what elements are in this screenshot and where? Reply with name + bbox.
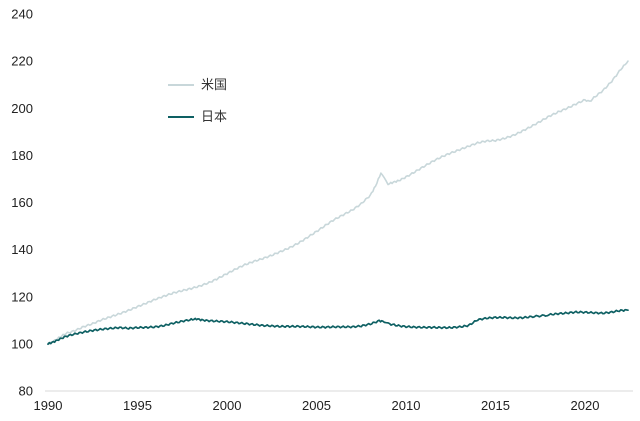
- x-tick-label: 2000: [213, 398, 242, 413]
- legend-item-us: 米国: [168, 76, 227, 94]
- x-tick-label: 2020: [571, 398, 600, 413]
- legend-label-us: 米国: [201, 77, 228, 92]
- y-tick-label: 180: [11, 148, 33, 163]
- chart-legend: 米国 日本: [168, 76, 227, 126]
- x-tick-label: 2005: [302, 398, 331, 413]
- x-tick-label: 2015: [481, 398, 510, 413]
- y-tick-label: 240: [11, 7, 33, 22]
- y-tick-label: 80: [19, 384, 33, 399]
- series-line-us: [47, 60, 629, 345]
- y-tick-label: 200: [11, 101, 33, 116]
- y-tick-label: 220: [11, 54, 33, 69]
- legend-label-japan: 日本: [201, 109, 228, 124]
- y-tick-label: 100: [11, 336, 33, 351]
- x-tick-label: 2010: [392, 398, 421, 413]
- x-tick-label: 1990: [34, 398, 63, 413]
- y-tick-label: 120: [11, 289, 33, 304]
- legend-item-japan: 日本: [168, 108, 227, 126]
- legend-line-japan-swatch: [168, 116, 194, 118]
- y-tick-label: 140: [11, 242, 33, 257]
- y-tick-label: 160: [11, 195, 33, 210]
- x-tick-label: 1995: [123, 398, 152, 413]
- legend-line-us-swatch: [168, 84, 194, 86]
- series-line-japan: [47, 308, 629, 346]
